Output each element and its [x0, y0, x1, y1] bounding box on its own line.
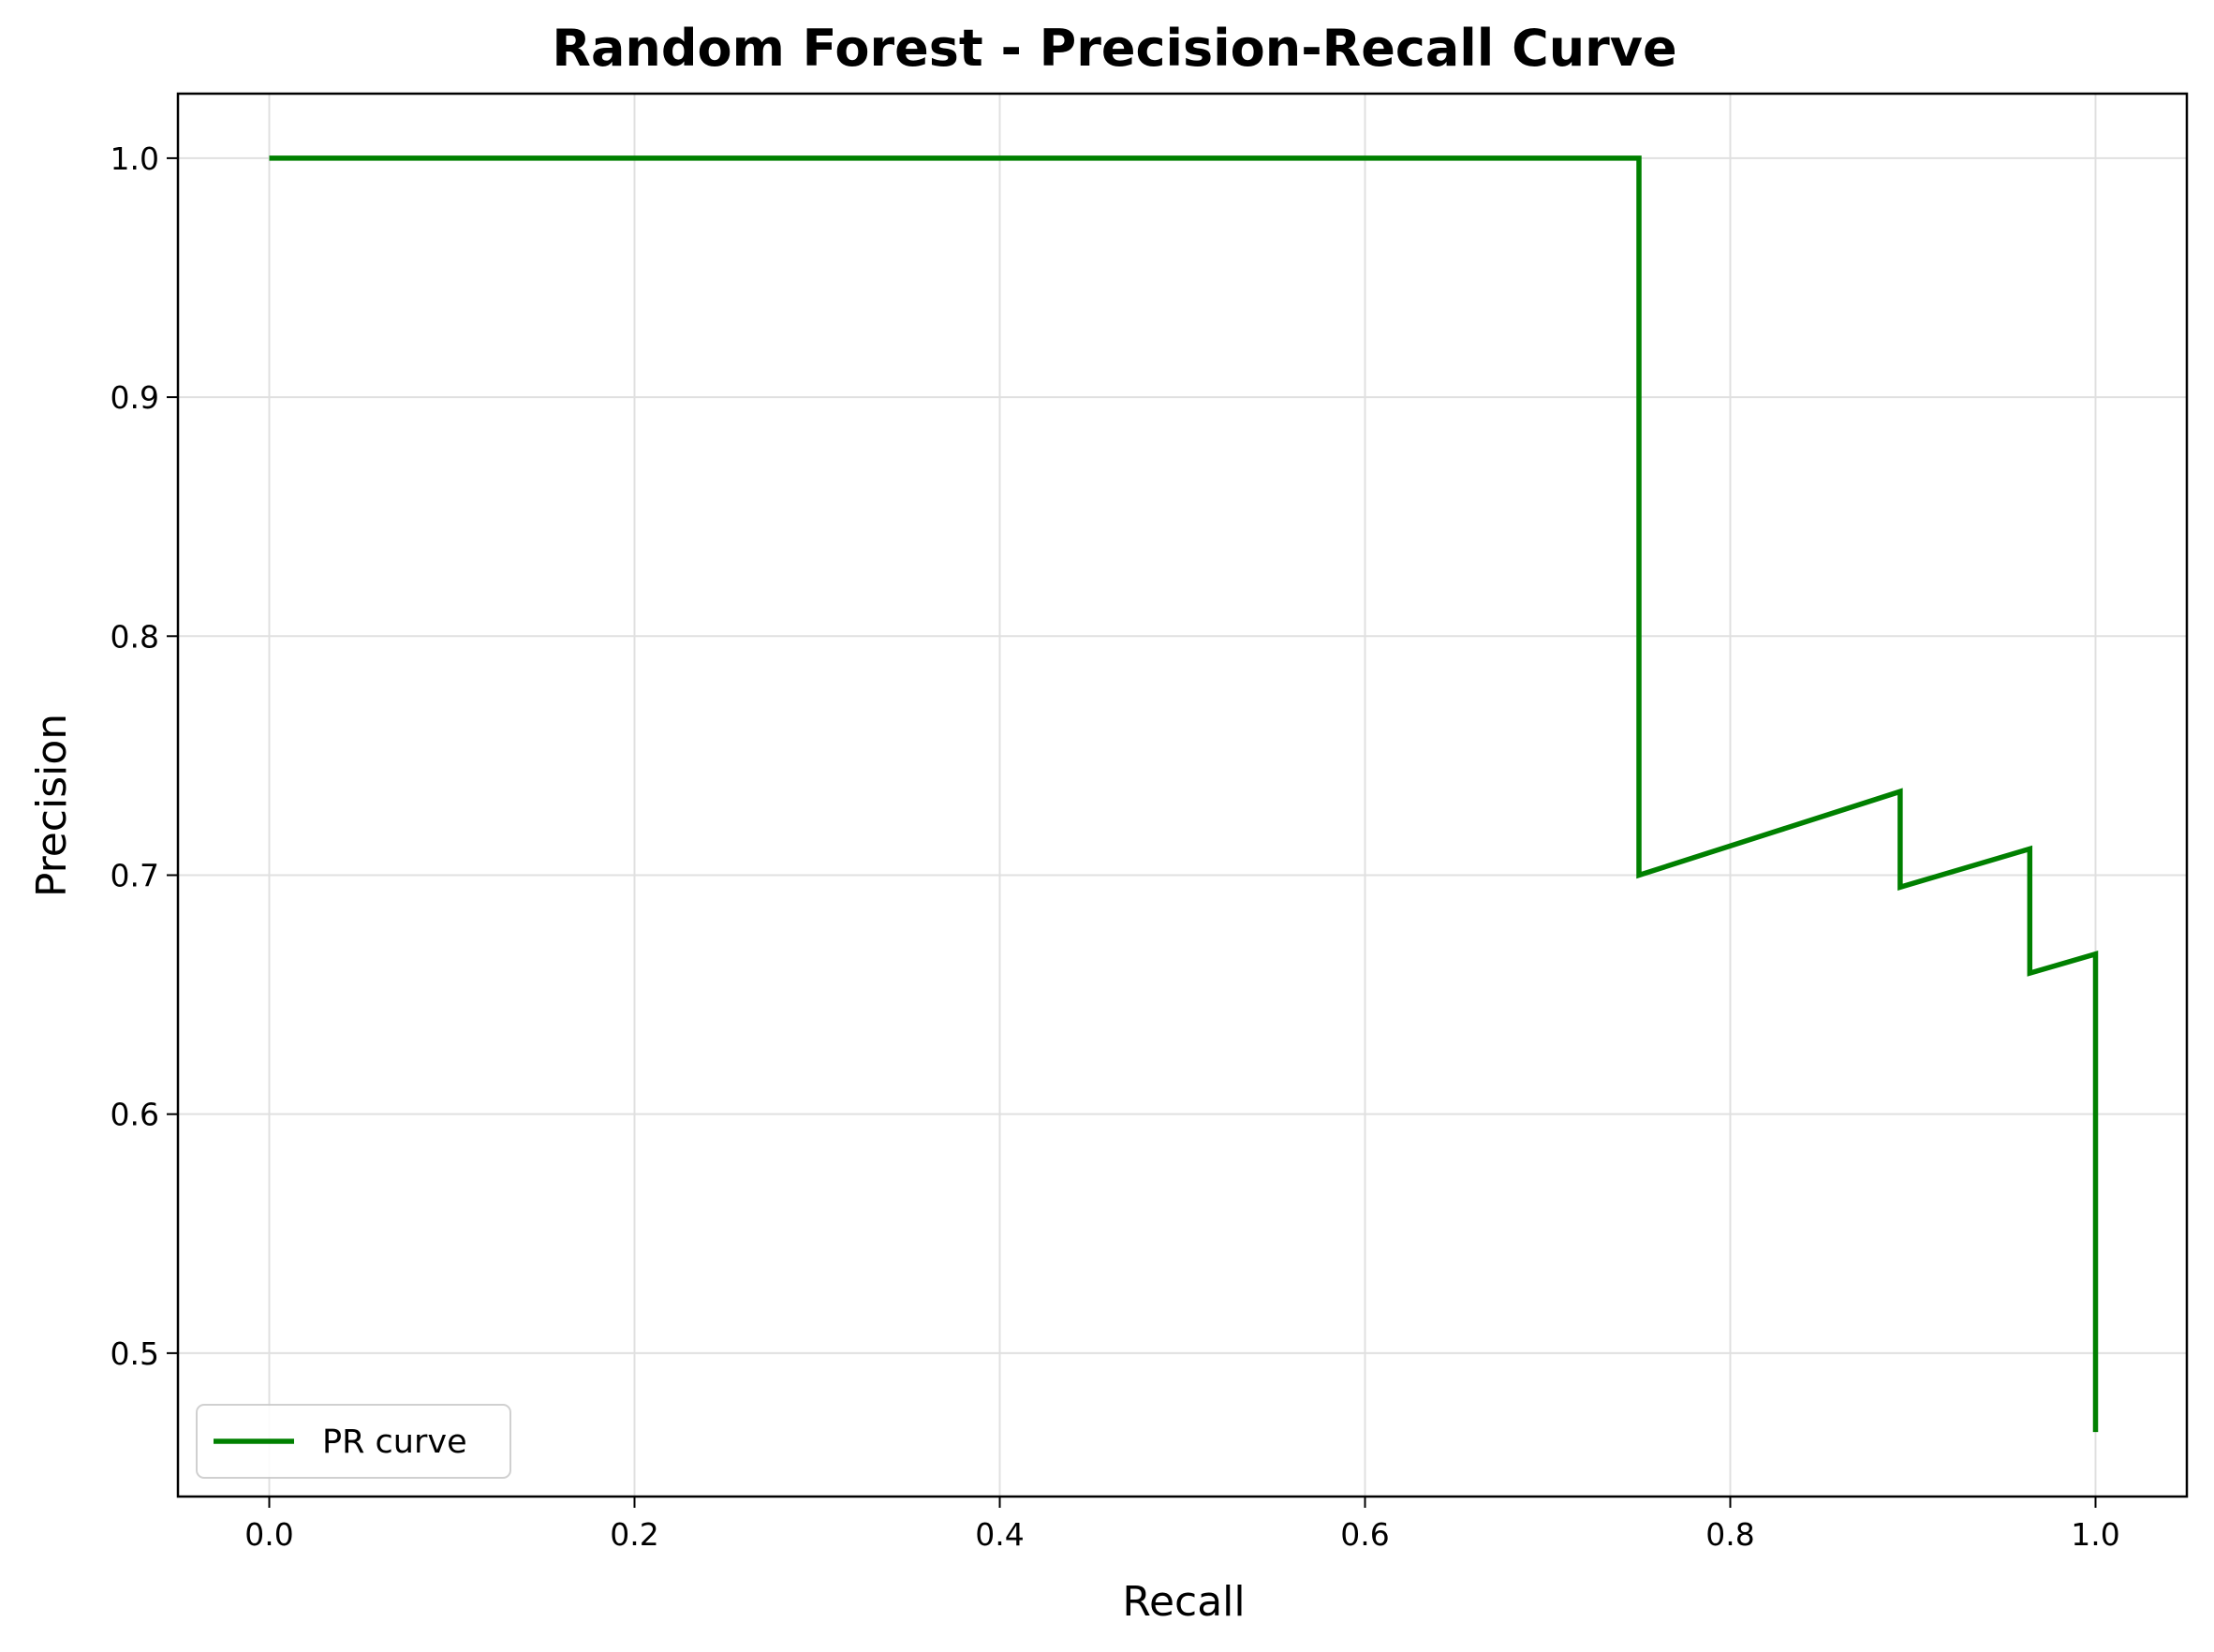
x-tick-label: 0.2 [610, 1516, 658, 1553]
legend-box [196, 1404, 511, 1479]
y-tick-label: 0.8 [111, 618, 159, 655]
y-tick-label: 0.7 [111, 857, 159, 893]
y-tick-label: 1.0 [111, 140, 159, 177]
x-tick-label: 0.4 [975, 1516, 1024, 1553]
axis-ticks: 0.0 0.2 0.4 0.6 0.8 1.0 0.5 0.6 0.7 0.8 0.9 1.0 [111, 140, 2120, 1553]
legend: PR curve [196, 1404, 511, 1479]
x-tick-label: 1.0 [2071, 1516, 2119, 1553]
y-tick-label: 0.5 [111, 1335, 159, 1372]
legend-label: PR curve [322, 1423, 467, 1461]
plot-frame [176, 92, 2189, 1498]
series-layer [269, 155, 2099, 1433]
chart-title: Random Forest - Precision-Recall Curve [552, 19, 1676, 78]
y-tick-label: 0.9 [111, 379, 159, 416]
x-tick-label: 0.0 [244, 1516, 293, 1553]
series-line-pr-curve [269, 155, 2099, 1433]
x-tick-label: 0.6 [1340, 1516, 1389, 1553]
x-axis-label: Recall [1122, 1578, 1245, 1626]
x-tick-label: 0.8 [1705, 1516, 1754, 1553]
y-axis-label: Precision [28, 714, 76, 897]
y-tick-label: 0.6 [111, 1097, 159, 1133]
